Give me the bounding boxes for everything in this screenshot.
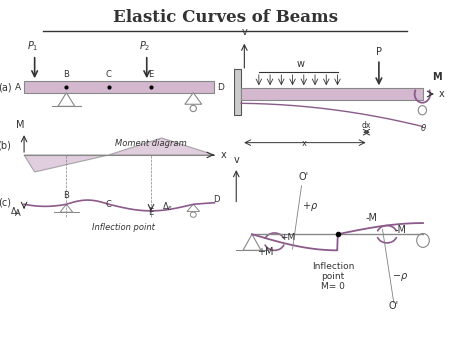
Text: E: E	[148, 208, 153, 217]
Text: Inflection
point
M= 0: Inflection point M= 0	[312, 262, 354, 291]
Text: w: w	[296, 59, 304, 69]
Text: +M: +M	[280, 234, 296, 242]
Polygon shape	[60, 204, 73, 212]
Text: $\theta$: $\theta$	[420, 122, 427, 133]
Circle shape	[190, 212, 196, 217]
Text: x: x	[439, 89, 445, 99]
Text: -M: -M	[395, 225, 406, 235]
Text: Inflection point: Inflection point	[92, 223, 155, 232]
Polygon shape	[109, 138, 215, 155]
Text: C: C	[106, 200, 112, 209]
Bar	[24, 81, 215, 93]
Text: (a): (a)	[0, 82, 11, 92]
Text: D: D	[213, 195, 220, 204]
Text: v: v	[234, 155, 239, 166]
Bar	[234, 69, 241, 115]
Text: C: C	[106, 70, 112, 79]
Text: A: A	[15, 209, 21, 218]
Circle shape	[418, 105, 427, 115]
Text: -M: -M	[365, 213, 377, 222]
Text: P: P	[376, 47, 382, 57]
Text: v: v	[242, 27, 247, 37]
Polygon shape	[24, 155, 109, 172]
Text: +M: +M	[257, 247, 274, 257]
Text: B: B	[63, 191, 69, 200]
Text: $+\rho$: $+\rho$	[302, 200, 319, 213]
Text: $-\rho$: $-\rho$	[392, 271, 409, 283]
Text: $P_2$: $P_2$	[139, 39, 150, 53]
Polygon shape	[187, 204, 200, 212]
Polygon shape	[243, 234, 261, 250]
Text: x: x	[221, 150, 226, 160]
Circle shape	[190, 105, 197, 112]
Text: dx: dx	[362, 121, 371, 130]
Text: $P_1$: $P_1$	[27, 39, 38, 53]
Text: A: A	[15, 82, 21, 92]
Text: M: M	[432, 72, 441, 82]
Polygon shape	[185, 93, 202, 104]
Text: $\Delta_E$: $\Delta_E$	[162, 201, 173, 213]
Text: O': O'	[389, 301, 399, 311]
Text: $\Delta_A$: $\Delta_A$	[10, 206, 21, 218]
Circle shape	[417, 234, 429, 247]
Bar	[241, 88, 423, 100]
Text: Elastic Curves of Beams: Elastic Curves of Beams	[112, 9, 338, 26]
Text: (b): (b)	[0, 141, 11, 150]
Polygon shape	[58, 93, 75, 106]
Text: O': O'	[299, 172, 309, 182]
Text: D: D	[218, 82, 225, 92]
Text: (c): (c)	[0, 197, 11, 207]
Text: M: M	[16, 120, 24, 130]
Text: E: E	[148, 70, 153, 79]
Text: x: x	[302, 139, 307, 148]
Text: Moment diagram: Moment diagram	[115, 139, 187, 148]
Text: B: B	[63, 70, 69, 79]
